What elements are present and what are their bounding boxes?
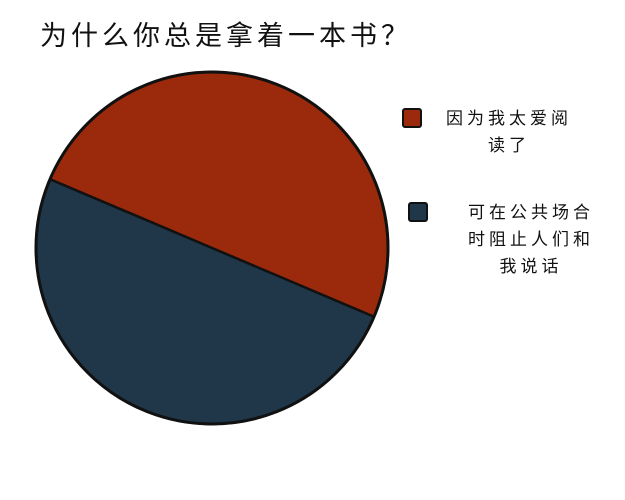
legend-label-line: 我说话 (499, 257, 563, 277)
chart-title: 为什么你总是拿着一本书？ (40, 21, 412, 52)
legend-label-line: 因为我太爱阅 (446, 109, 572, 129)
legend-label-line: 读了 (488, 136, 530, 156)
legend-label-line: 可在公共场合 (468, 203, 594, 223)
legend-item-reading: 因为我太爱阅 读了 (402, 106, 584, 160)
legend-label-reading: 因为我太爱阅 读了 (434, 106, 584, 160)
legend-item-avoid-talking: 可在公共场合 时阻止人们和 我说话 (408, 200, 622, 281)
legend-swatch-reading (402, 108, 422, 128)
legend-label-line: 时阻止人们和 (468, 230, 594, 250)
legend-swatch-avoid-talking (408, 202, 428, 222)
pie-outline (34, 70, 390, 426)
legend-label-avoid-talking: 可在公共场合 时阻止人们和 我说话 (440, 200, 622, 281)
